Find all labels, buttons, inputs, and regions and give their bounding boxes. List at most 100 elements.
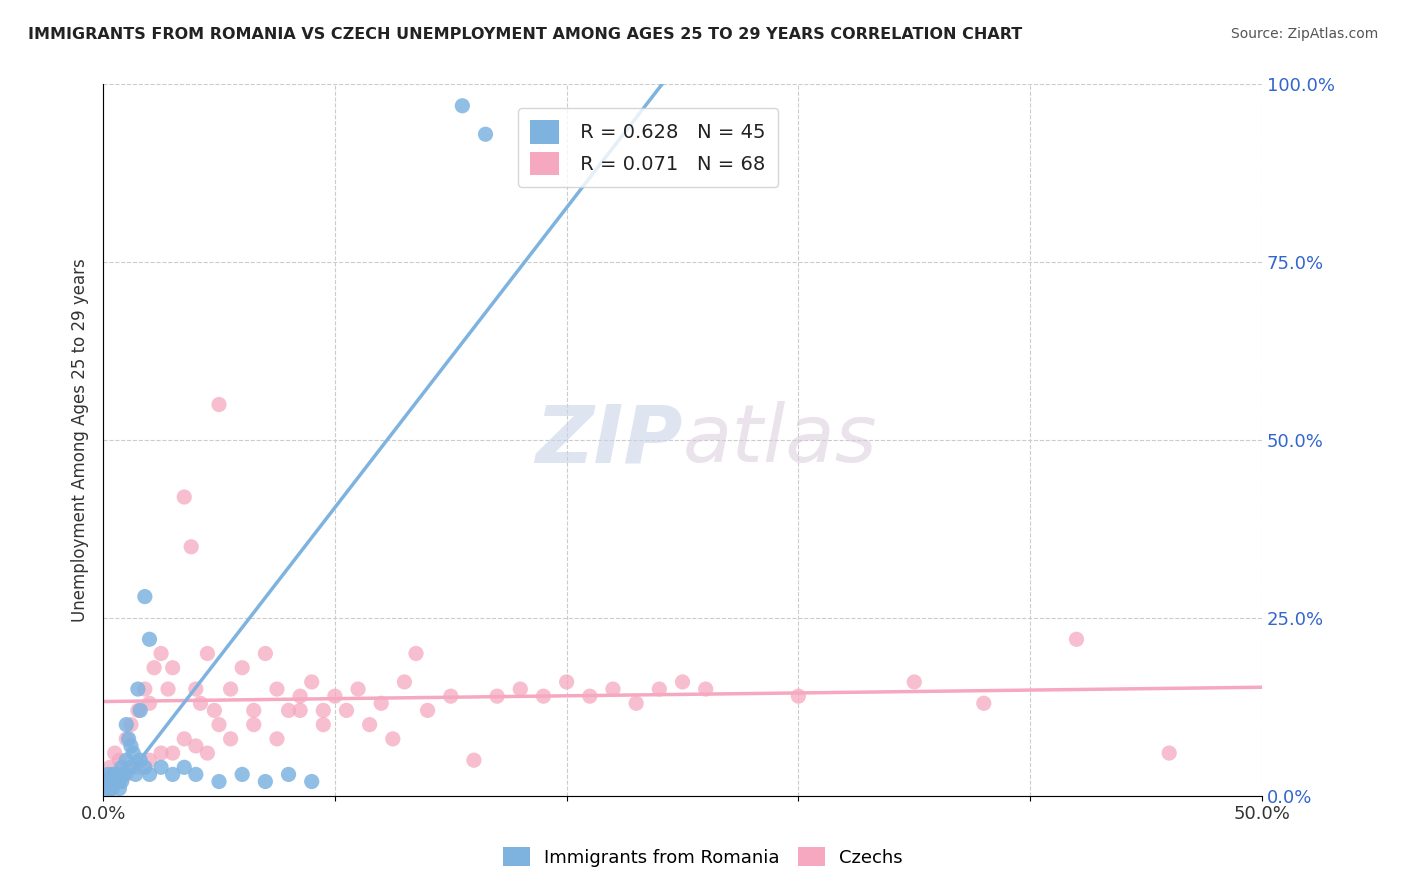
Point — [115, 717, 138, 731]
Point — [312, 717, 335, 731]
Point — [208, 398, 231, 412]
Point — [219, 681, 242, 696]
Point — [405, 647, 427, 661]
Point — [219, 731, 242, 746]
Point — [101, 781, 124, 796]
Text: IMMIGRANTS FROM ROMANIA VS CZECH UNEMPLOYMENT AMONG AGES 25 TO 29 YEARS CORRELAT: IMMIGRANTS FROM ROMANIA VS CZECH UNEMPLO… — [28, 27, 1022, 42]
Point — [266, 731, 288, 746]
Point — [231, 767, 253, 781]
Point — [157, 681, 180, 696]
Point — [105, 774, 128, 789]
Point — [127, 760, 149, 774]
Point — [197, 647, 219, 661]
Legend:  R = 0.628   N = 45,  R = 0.071   N = 68: R = 0.628 N = 45, R = 0.071 N = 68 — [517, 109, 778, 187]
Point — [180, 540, 202, 554]
Point — [440, 689, 463, 703]
Point — [111, 774, 134, 789]
Point — [112, 767, 135, 781]
Point — [602, 681, 624, 696]
Text: atlas: atlas — [682, 401, 877, 479]
Point — [184, 681, 207, 696]
Point — [231, 661, 253, 675]
Point — [416, 703, 439, 717]
Point — [208, 774, 231, 789]
Point — [98, 760, 121, 774]
Point — [104, 774, 127, 789]
Point — [138, 696, 160, 710]
Point — [463, 753, 485, 767]
Point — [134, 681, 156, 696]
Point — [138, 632, 160, 647]
Point — [1159, 746, 1181, 760]
Point — [129, 703, 152, 717]
Point — [108, 753, 131, 767]
Point — [98, 781, 121, 796]
Point — [184, 739, 207, 753]
Point — [162, 767, 184, 781]
Point — [277, 767, 299, 781]
Point — [301, 774, 323, 789]
Point — [120, 717, 142, 731]
Point — [173, 731, 195, 746]
Point — [129, 753, 152, 767]
Point — [98, 774, 121, 789]
Point — [474, 127, 496, 141]
Point — [115, 731, 138, 746]
Point — [323, 689, 346, 703]
Point — [104, 767, 127, 781]
Point — [903, 675, 925, 690]
Point — [97, 781, 120, 796]
Text: Source: ZipAtlas.com: Source: ZipAtlas.com — [1230, 27, 1378, 41]
Point — [98, 774, 121, 789]
Point — [312, 703, 335, 717]
Point — [533, 689, 555, 703]
Point — [242, 717, 264, 731]
Point — [787, 689, 810, 703]
Point — [277, 703, 299, 717]
Point — [695, 681, 717, 696]
Point — [162, 661, 184, 675]
Point — [124, 767, 146, 781]
Point — [394, 675, 416, 690]
Point — [509, 681, 531, 696]
Point — [112, 767, 135, 781]
Text: ZIP: ZIP — [536, 401, 682, 479]
Point — [108, 781, 131, 796]
Point — [150, 746, 173, 760]
Point — [117, 731, 139, 746]
Point — [162, 746, 184, 760]
Point — [197, 746, 219, 760]
Point — [150, 647, 173, 661]
Point — [115, 753, 138, 767]
Point — [111, 760, 134, 774]
Point — [120, 739, 142, 753]
Point — [301, 675, 323, 690]
Point — [108, 774, 131, 789]
Point — [254, 774, 277, 789]
Point — [202, 703, 225, 717]
Point — [138, 767, 160, 781]
Point — [624, 696, 647, 710]
Point — [184, 767, 207, 781]
Point — [94, 774, 117, 789]
Point — [104, 746, 127, 760]
Point — [173, 490, 195, 504]
Point — [115, 767, 138, 781]
Point — [671, 675, 693, 690]
Point — [1066, 632, 1088, 647]
Y-axis label: Unemployment Among Ages 25 to 29 years: Unemployment Among Ages 25 to 29 years — [72, 258, 89, 622]
Point — [381, 731, 404, 746]
Point — [127, 703, 149, 717]
Point — [122, 746, 145, 760]
Point — [173, 760, 195, 774]
Point — [266, 681, 288, 696]
Point — [150, 760, 173, 774]
Point — [127, 681, 149, 696]
Legend: Immigrants from Romania, Czechs: Immigrants from Romania, Czechs — [496, 840, 910, 874]
Point — [451, 99, 474, 113]
Point — [347, 681, 370, 696]
Point — [190, 696, 212, 710]
Point — [134, 760, 156, 774]
Point — [97, 767, 120, 781]
Point — [120, 760, 142, 774]
